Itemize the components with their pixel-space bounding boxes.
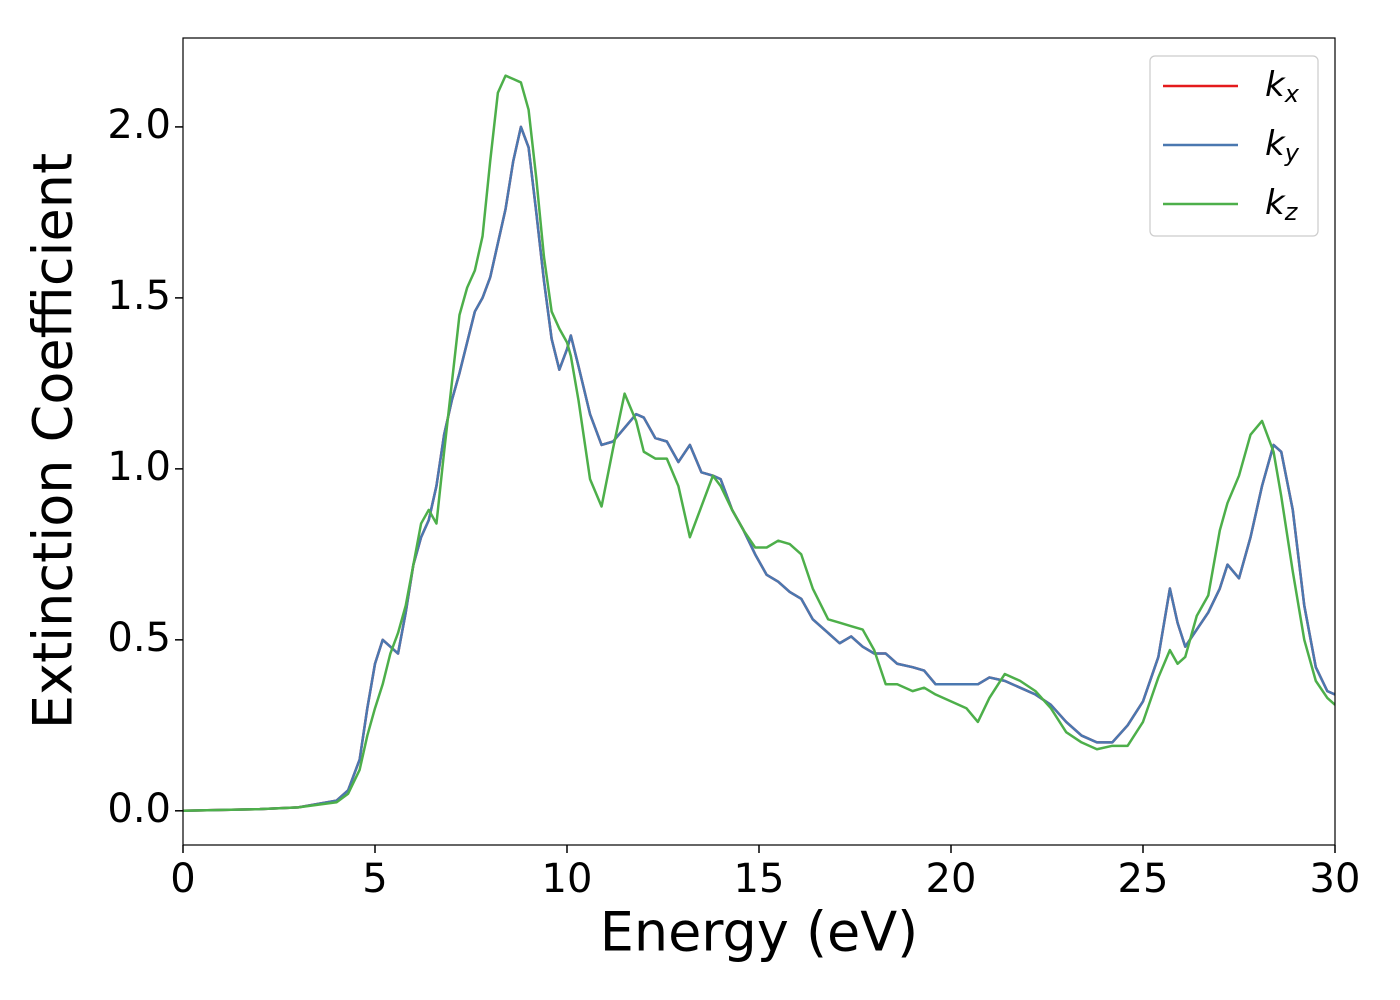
x-tick-label: 0: [170, 856, 195, 902]
y-tick-label: 0.5: [107, 615, 171, 661]
data-line: [183, 74, 1335, 813]
y-tick-label: 1.0: [107, 444, 171, 490]
y-tick-label: 0.0: [107, 786, 171, 832]
plot-frame: [182, 37, 1336, 846]
x-tick-label: 15: [734, 856, 785, 902]
y-axis-label: Extinction Coefficient: [22, 153, 85, 729]
y-tick-label: 2.0: [107, 102, 171, 148]
x-tick-label: 10: [542, 856, 593, 902]
x-axis-label: Energy (eV): [600, 901, 919, 964]
y-tick-label: 1.5: [107, 273, 171, 319]
x-tick-label: 20: [926, 856, 977, 902]
x-tick-label: 5: [362, 856, 387, 902]
x-tick-label: 25: [1118, 856, 1169, 902]
legend-label: kz: [1265, 183, 1299, 227]
legend-label: ky: [1265, 124, 1300, 168]
legend-label: kx: [1265, 65, 1300, 109]
x-tick-label: 30: [1310, 856, 1361, 902]
